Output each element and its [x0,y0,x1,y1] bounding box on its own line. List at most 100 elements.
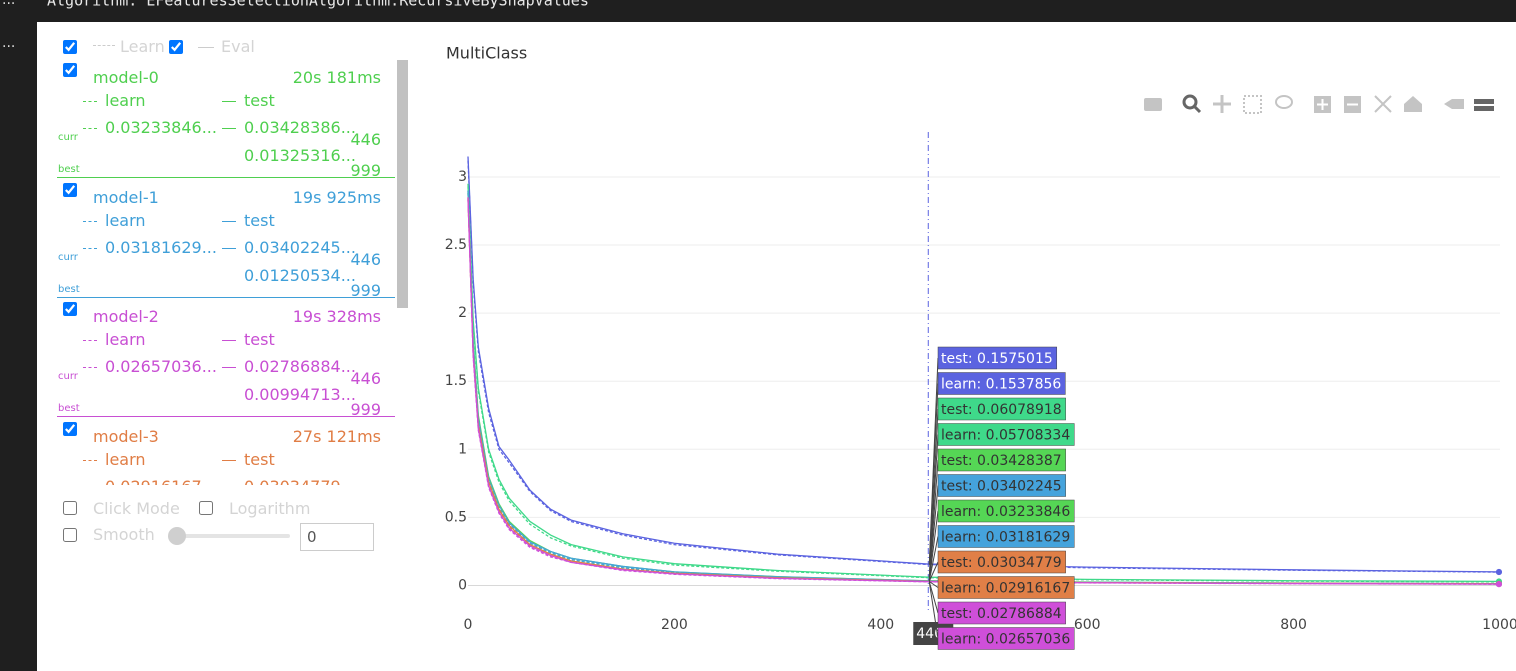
hover-label: learn: 0.02916167 [928,576,1075,599]
hover-box [937,499,1075,523]
hover-label: learn: 0.05708334 [928,423,1075,578]
smooth-input[interactable]: 0 [300,523,374,551]
hover-box [937,550,1066,574]
scrollbar[interactable] [397,60,408,308]
curr-learn: 0.03181629... [105,237,217,257]
compare-icon[interactable] [1474,99,1494,111]
model-list: model-0 20s 181ms learn test curr 0.03233846.… [57,60,408,485]
x-tick-label: 800 [1280,617,1307,633]
hover-value: test: 0.06078918 [941,402,1062,418]
test-line [222,340,236,342]
curr-label: curr [58,371,78,383]
eval-legend: Eval [221,37,255,56]
click-mode-toggle[interactable] [63,501,77,515]
hover-value: learn: 0.1537856 [941,377,1061,393]
test-label: test [244,450,275,470]
learn-dash [83,101,97,102]
logarithm-toggle[interactable] [199,501,213,515]
model-toggle[interactable] [63,302,77,317]
y-tick-label: 0.5 [445,509,467,525]
learn-dash [83,220,97,222]
model-time: 27s 121ms [292,427,381,447]
hover-label: test: 0.03428387 [928,448,1066,581]
learn-dash [83,128,97,129]
zoom-icon[interactable] [1182,94,1198,110]
model-time: 19s 328ms [292,307,381,327]
curr-iter: 446 [350,130,381,149]
best-label: best [58,283,80,295]
y-tick-label: 1.5 [445,373,467,389]
learn-legend: Learn [120,37,165,56]
model-name: model-2 [93,307,159,327]
best-test: 0.01250534... [244,265,356,285]
hover-box [937,474,1066,497]
separator [57,416,395,418]
learn-toggle[interactable] [63,40,77,54]
pan-icon[interactable] [1213,95,1231,113]
learn-label: learn [105,330,146,350]
curr-learn: 0.03233846... [105,118,217,137]
x-tick-label: 200 [661,617,688,633]
hover-leader [928,581,939,639]
autoscale-icon[interactable] [1374,95,1392,113]
hover-leader [928,510,939,582]
menu[interactable]: ... [2,35,15,51]
best-iter: 999 [350,280,381,300]
click-mode-label: Click Mode [93,499,180,518]
slider-knob[interactable] [168,527,186,545]
hover-box [937,601,1066,625]
hover-leader [928,561,939,582]
home-icon[interactable] [1404,96,1422,112]
curr-test: 0.03034779 [244,477,341,485]
learn-label: learn [105,91,146,110]
test-label: test [244,210,275,230]
hover-label: learn: 0.1537856 [928,372,1066,565]
hover-value: learn: 0.05708334 [941,428,1070,444]
series-line [467,198,1499,585]
hover-value: test: 0.03034779 [941,555,1062,571]
model-name: model-0 [93,68,159,87]
model-block: model-0 20s 181ms learn test curr 0.03233846.… [57,60,395,180]
y-tick-label: 2.5 [445,237,467,253]
select-icon[interactable] [1243,95,1262,114]
logarithm-label: Logarithm [229,499,311,518]
smooth-toggle[interactable] [63,528,77,542]
hover-box [937,576,1075,599]
hover-value: test: 0.02786884 [941,606,1062,622]
hover-value: test: 0.03402245 [941,479,1062,495]
learn-dash [83,367,97,369]
menu[interactable]: ... [2,0,15,8]
eval-line [198,47,214,48]
hover-box [937,627,1075,650]
curr-test: 0.03428386... [244,118,356,137]
curr-learn: 0.02916167 [105,477,202,485]
x-tick-label: 1000 [1482,617,1516,633]
model-toggle[interactable] [63,422,77,437]
learn-label: learn [105,450,146,470]
curr-iter: 446 [350,369,381,389]
hover-label: learn: 0.03181629 [928,525,1075,582]
lasso-icon[interactable] [1275,95,1293,109]
curr-test: 0.02786884... [244,357,356,377]
hover-label: test: 0.03034779 [928,550,1066,582]
best-label: best [58,403,80,415]
toolbar [1144,94,1494,114]
model-toggle[interactable] [63,182,77,197]
smooth-slider[interactable] [170,534,290,538]
learn-label: learn [105,210,146,230]
test-label: test [244,330,275,350]
eval-toggle[interactable] [169,40,183,54]
top-bar [0,0,1516,22]
curr-learn: 0.02657036... [105,357,217,377]
hover-label: test: 0.1575015 [928,346,1058,565]
hover-leader [928,581,939,614]
camera-icon[interactable] [1144,98,1162,111]
best-test: 0.01325316... [244,146,356,165]
end-marker [1495,581,1502,588]
separator [57,177,395,178]
spike-icon[interactable] [1444,99,1464,109]
curr-test: 0.03402245... [244,237,356,257]
model-toggle[interactable] [63,63,77,77]
learn-dash [83,247,97,249]
